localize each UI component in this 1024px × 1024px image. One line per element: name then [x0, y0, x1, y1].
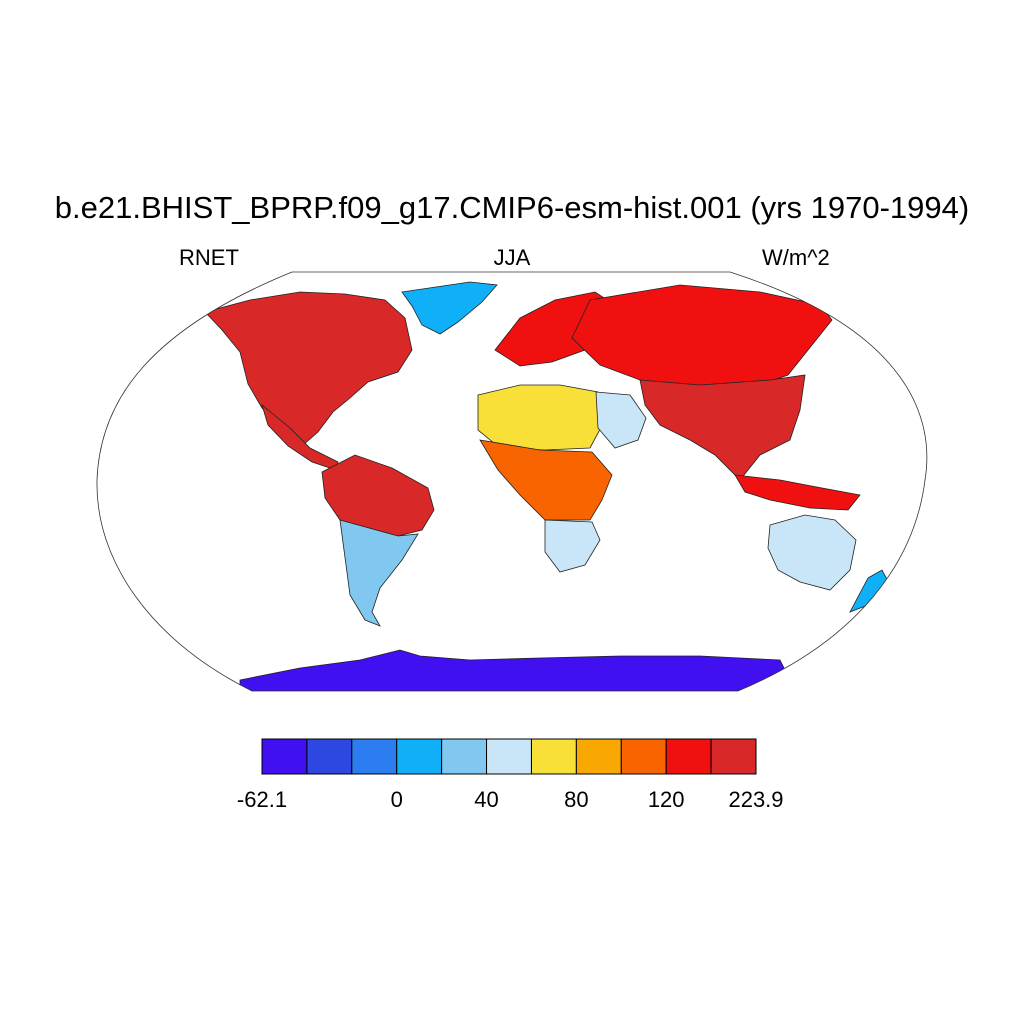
colorbar-swatch [575, 738, 622, 775]
colorbar-tick-label: 80 [564, 787, 589, 812]
region-arabia [595, 391, 647, 449]
region-south-america-tropics [321, 454, 435, 537]
colorbar-tick-label: 120 [647, 787, 685, 812]
colorbar-tick-label: -62.1 [236, 787, 288, 812]
colorbar-swatch [261, 738, 308, 775]
colorbar-swatch [306, 738, 353, 775]
region-antarctica [239, 649, 791, 691]
colorbar [261, 738, 757, 775]
colorbar-tick-label: 223.9 [728, 787, 784, 812]
region-central-africa [479, 439, 613, 521]
colorbar-swatch [396, 738, 443, 775]
colorbar-swatch [486, 738, 532, 775]
colorbar-swatch [351, 738, 398, 775]
region-south-america-south [339, 519, 419, 627]
plot-title: b.e21.BHIST_BPRP.f09_g17.CMIP6-esm-hist.… [54, 190, 970, 225]
colorbar-tick-label: 0 [390, 787, 403, 812]
region-southern-africa [544, 519, 601, 573]
region-new-zealand [849, 569, 891, 613]
region-south-and-east-asia [639, 374, 806, 481]
colorbar-swatch [441, 738, 488, 775]
season-label: JJA [493, 245, 531, 270]
region-sahara [477, 384, 606, 451]
region-australia [767, 514, 857, 591]
globe-outline [96, 271, 928, 692]
variable-label: RNET [179, 245, 239, 270]
colorbar-swatch [530, 738, 577, 775]
region-north-america [204, 291, 413, 447]
region-indonesia [734, 474, 861, 511]
units-label: W/m^2 [762, 245, 830, 270]
region-russia-and-asia [571, 284, 833, 393]
region-greenland [401, 281, 498, 335]
colorbar-swatch [710, 738, 757, 775]
colorbar-tick-label: 40 [474, 787, 499, 812]
colorbar-swatch [620, 738, 667, 775]
colorbar-swatch [665, 738, 712, 775]
